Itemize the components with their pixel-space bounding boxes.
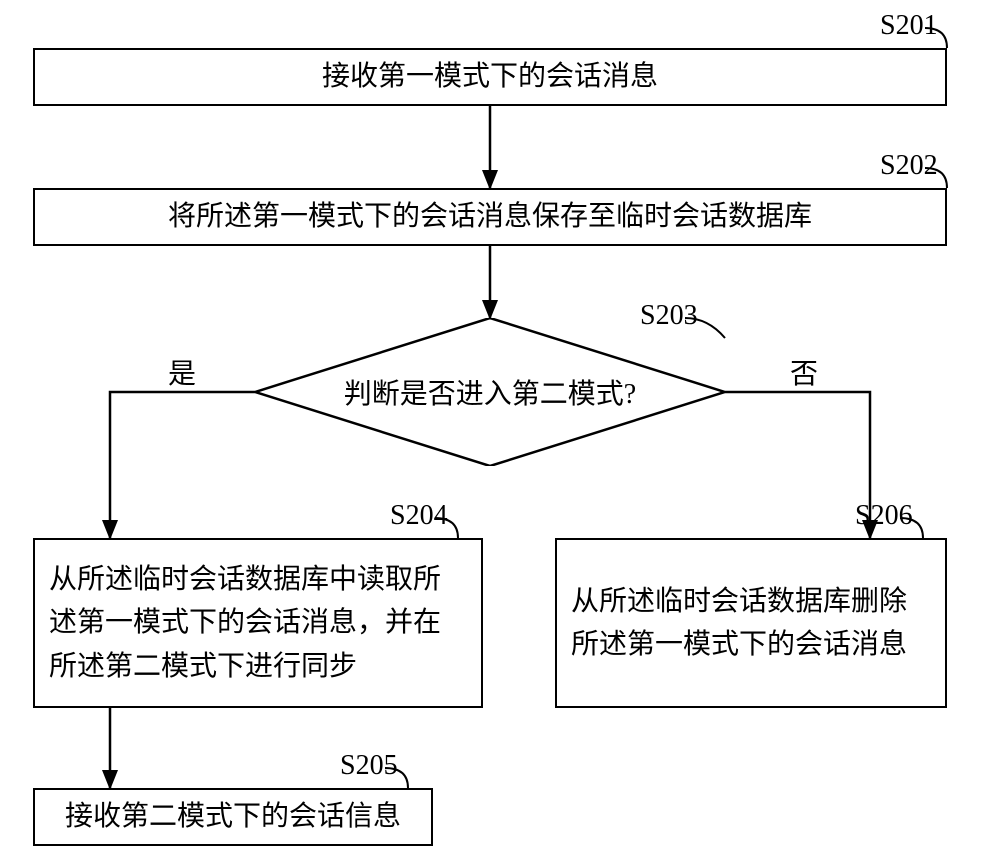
label-s206: S206 (855, 500, 913, 532)
label-s202: S202 (880, 150, 938, 182)
node-s205-text: 接收第二模式下的会话信息 (65, 795, 401, 838)
edge-label-no: 否 (790, 352, 818, 392)
node-s203: 判断是否进入第二模式? (255, 318, 725, 466)
node-s203-text: 判断是否进入第二模式? (344, 372, 636, 412)
node-s202-text: 将所述第一模式下的会话消息保存至临时会话数据库 (168, 195, 812, 238)
label-s205: S205 (340, 750, 398, 782)
edge-label-yes: 是 (168, 352, 196, 392)
node-s206-text: 从所述临时会话数据库删除所述第一模式下的会话消息 (571, 580, 931, 667)
node-s206: 从所述临时会话数据库删除所述第一模式下的会话消息 (555, 538, 947, 708)
node-s202: 将所述第一模式下的会话消息保存至临时会话数据库 (33, 188, 947, 246)
label-s204: S204 (390, 500, 448, 532)
node-s204: 从所述临时会话数据库中读取所述第一模式下的会话消息，并在所述第二模式下进行同步 (33, 538, 483, 708)
node-s201-text: 接收第一模式下的会话消息 (322, 55, 658, 98)
node-s201: 接收第一模式下的会话消息 (33, 48, 947, 106)
label-s201: S201 (880, 10, 938, 42)
label-s203: S203 (640, 300, 698, 332)
node-s204-text: 从所述临时会话数据库中读取所述第一模式下的会话消息，并在所述第二模式下进行同步 (49, 558, 467, 688)
flowchart-canvas: 接收第一模式下的会话消息 S201 将所述第一模式下的会话消息保存至临时会话数据… (0, 0, 1000, 848)
node-s205: 接收第二模式下的会话信息 (33, 788, 433, 846)
